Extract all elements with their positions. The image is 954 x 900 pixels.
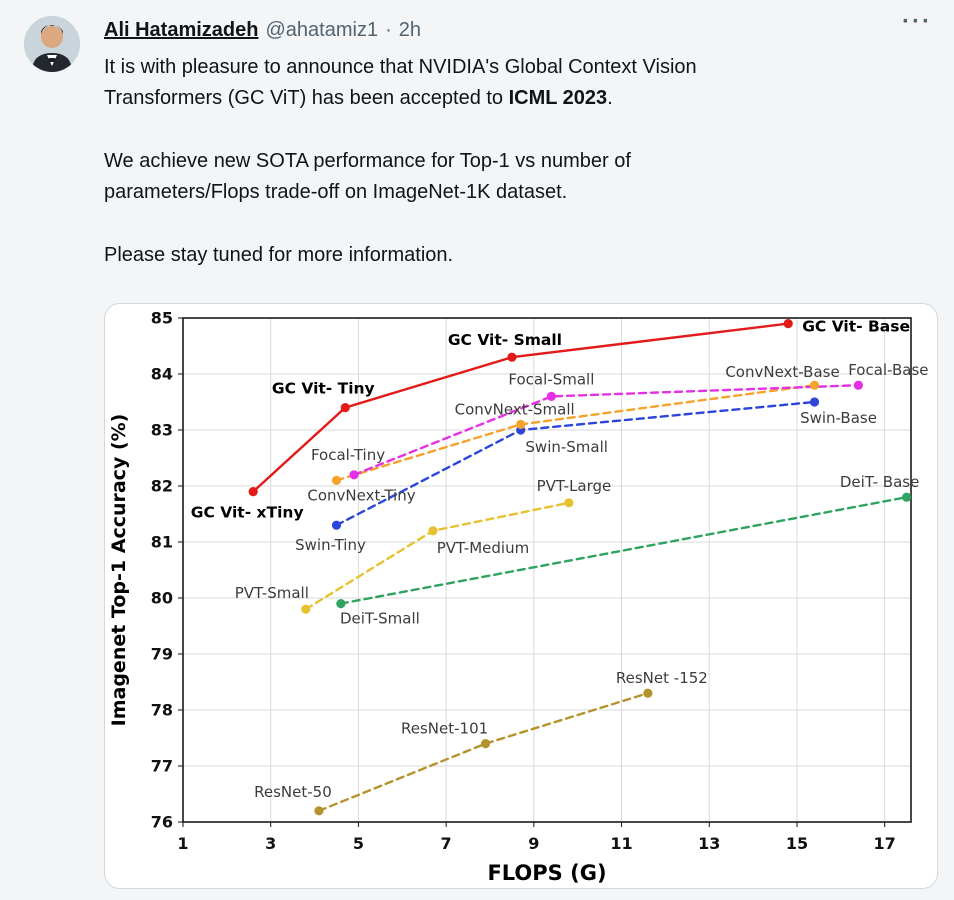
data-point — [546, 391, 556, 401]
data-point — [516, 419, 526, 429]
x-tick-label: 11 — [610, 834, 632, 853]
data-point — [783, 319, 793, 329]
y-tick-label: 76 — [151, 813, 173, 832]
point-label: ResNet -152 — [616, 669, 708, 687]
point-label: ConvNext-Small — [455, 400, 575, 418]
series-line-resnet — [317, 692, 650, 812]
chart-svg: 1 3 5 7 9 11 13 15 1776777879808182838485ResNet-… — [108, 309, 929, 886]
point-label: GC Vit- Base — [802, 318, 910, 336]
avatar-image — [24, 16, 80, 72]
data-point — [809, 380, 820, 390]
tweet-header: Ali Hatamizadeh @ahatamiz1 · 2h — [104, 16, 938, 44]
separator-dot: · — [385, 19, 392, 41]
tweet-text: It is with pleasure to announce that NVI… — [104, 52, 938, 271]
tweet-media-chart[interactable]: 1 3 5 7 9 11 13 15 17 76 77 78 79 80 81 82 83 84 85 ResNet-… — [104, 303, 938, 889]
point-label: ResNet-101 — [401, 720, 488, 738]
x-tick-label: 7 — [441, 834, 452, 853]
point-label: Focal-Tiny — [311, 446, 385, 464]
y-tick-label: 85 — [151, 309, 173, 328]
data-point — [507, 352, 517, 362]
data-point — [481, 739, 491, 749]
y-axis-title: Imagenet Top-1 Accuracy (%) — [108, 414, 130, 727]
point-label: PVT-Large — [537, 477, 612, 495]
series-line-gc-vit — [251, 322, 790, 493]
y-tick-label: 81 — [151, 533, 173, 552]
series-line-convnext — [335, 383, 816, 482]
avatar[interactable] — [24, 16, 80, 72]
data-point — [314, 806, 324, 816]
x-tick-label: 1 — [177, 834, 188, 853]
data-point — [248, 487, 258, 497]
point-label: DeiT-Small — [340, 610, 420, 628]
point-label: ResNet-50 — [254, 783, 332, 801]
x-tick-label: 3 — [265, 834, 276, 853]
data-point — [336, 599, 346, 609]
point-label: PVT-Small — [235, 584, 309, 602]
data-point — [643, 688, 653, 698]
point-label: PVT-Medium — [437, 539, 529, 557]
y-tick-label: 83 — [151, 421, 173, 440]
data-point — [853, 380, 863, 390]
data-point — [564, 498, 574, 508]
data-point — [301, 604, 311, 614]
data-point — [331, 520, 342, 530]
x-tick-label: 13 — [698, 834, 720, 853]
tweet-paragraph: It is with pleasure to announce that NVI… — [104, 56, 697, 109]
data-point — [349, 470, 359, 480]
y-tick-label: 82 — [151, 477, 173, 496]
x-tick-label: 9 — [528, 834, 539, 853]
timestamp[interactable]: 2h — [398, 19, 421, 41]
plot-frame — [182, 317, 912, 823]
point-label: GC Vit- Tiny — [272, 380, 375, 398]
author-name[interactable]: Ali Hatamizadeh — [104, 19, 259, 41]
y-tick-label: 84 — [151, 365, 173, 384]
series-line-deit — [339, 495, 908, 605]
y-tick-label: 80 — [151, 589, 173, 608]
author-handle[interactable]: @ahatamiz1 — [265, 19, 379, 41]
more-button[interactable]: ··· — [902, 8, 932, 35]
point-label: GC Vit- xTiny — [191, 504, 304, 522]
tweet-content: Ali Hatamizadeh @ahatamiz1 · 2h It is wi… — [104, 16, 938, 889]
tweet-paragraph: We achieve new SOTA performance for Top-… — [104, 150, 631, 203]
point-label: Focal-Small — [508, 370, 594, 388]
point-label: Swin-Base — [800, 409, 877, 427]
tweet-paragraph: Please stay tuned for more information. — [104, 244, 454, 266]
y-tick-label: 77 — [151, 757, 173, 776]
x-axis-title: FLOPS (G) — [487, 861, 606, 885]
point-label: ConvNext-Tiny — [307, 486, 415, 504]
point-label: Focal-Base — [848, 361, 928, 379]
y-tick-label: 78 — [151, 701, 173, 720]
x-tick-label: 15 — [786, 834, 808, 853]
data-point — [809, 397, 820, 407]
y-tick-label: 79 — [151, 645, 173, 664]
point-label: Swin-Small — [525, 438, 608, 456]
point-label: GC Vit- Small — [448, 331, 562, 349]
point-label: ConvNext-Base — [725, 363, 839, 381]
x-tick-label: 17 — [874, 834, 896, 853]
data-point — [331, 475, 342, 485]
data-point — [428, 526, 438, 536]
point-label: DeiT- Base — [840, 473, 919, 491]
point-label: Swin-Tiny — [295, 536, 366, 554]
data-point — [340, 403, 350, 413]
x-tick-label: 5 — [353, 834, 364, 853]
data-point — [902, 492, 912, 502]
series-line-swin — [335, 400, 816, 527]
